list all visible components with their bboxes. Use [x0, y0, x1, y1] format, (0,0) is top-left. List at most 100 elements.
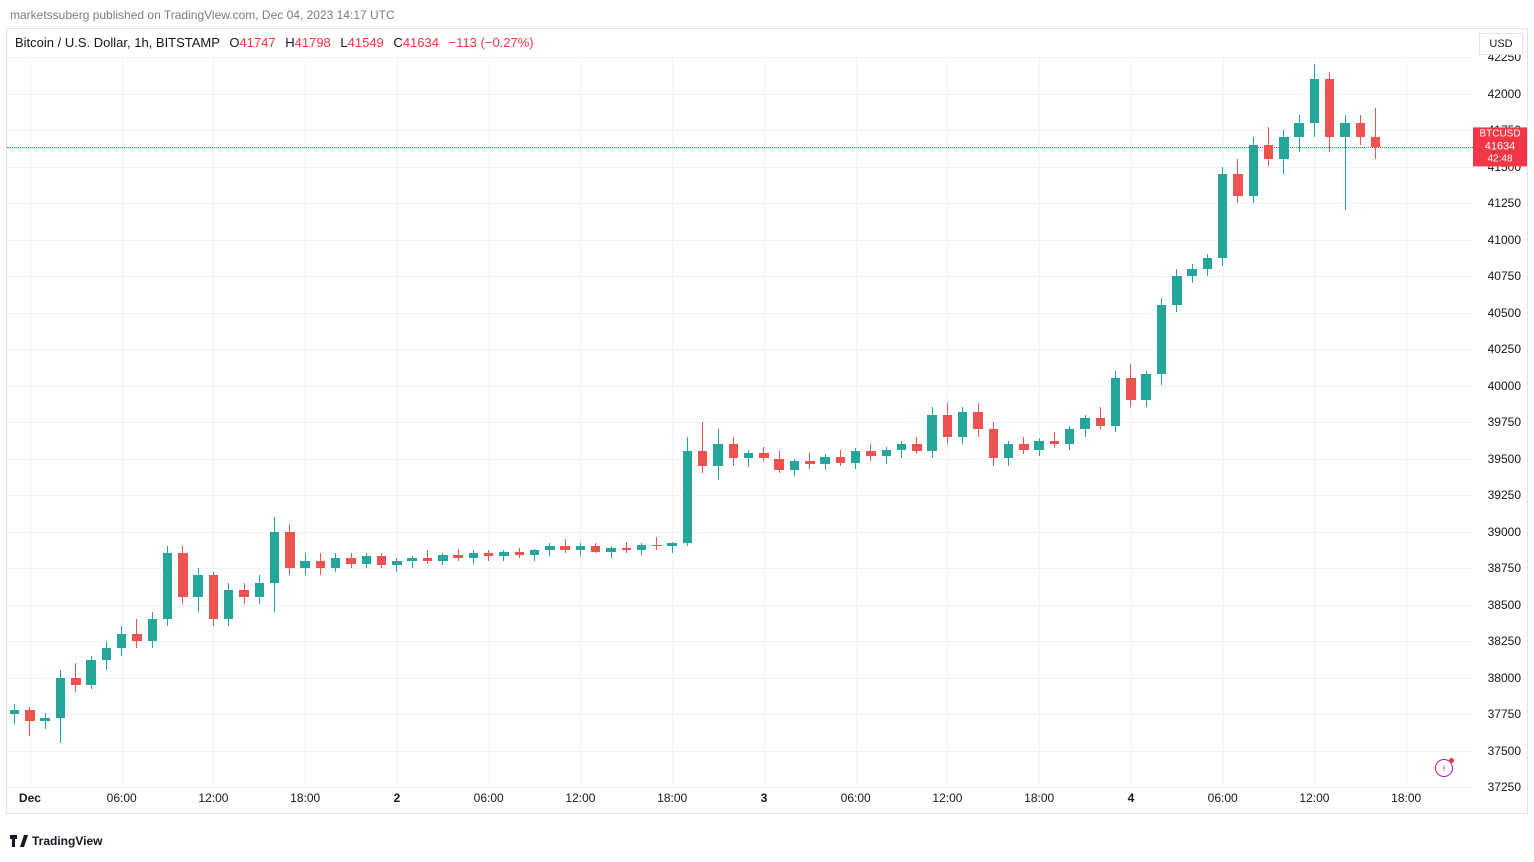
x-tick-label: 12:00 — [198, 791, 228, 805]
grid-line-h — [7, 386, 1473, 387]
grid-line-v — [305, 57, 306, 785]
price-tag[interactable]: BTCUSD4163442:48 — [1473, 127, 1527, 166]
candle-body — [346, 558, 355, 564]
grid-line-h — [7, 568, 1473, 569]
candle-body — [744, 453, 753, 459]
candle-body — [637, 545, 646, 551]
candle-wick — [1375, 108, 1376, 159]
grid-line-v — [672, 57, 673, 785]
y-tick-label: 40500 — [1488, 306, 1521, 320]
y-tick-label: 41250 — [1488, 196, 1521, 210]
x-tick-label: 06:00 — [841, 791, 871, 805]
candle-body — [927, 415, 936, 452]
currency-button[interactable]: USD — [1479, 33, 1523, 55]
y-axis[interactable]: 3725037500377503800038250385003875039000… — [1473, 57, 1527, 785]
candle-body — [56, 678, 65, 719]
candle-body — [1065, 429, 1074, 444]
y-tick-label: 40250 — [1488, 342, 1521, 356]
candle-body — [239, 590, 248, 597]
x-tick-label: 12:00 — [565, 791, 595, 805]
x-tick-label: 4 — [1128, 791, 1135, 805]
candle-body — [453, 555, 462, 558]
candle-body — [1034, 441, 1043, 450]
candle-body — [148, 619, 157, 641]
candle-body — [285, 532, 294, 569]
candle-body — [698, 451, 707, 466]
grid-line-h — [7, 532, 1473, 533]
candle-body — [1157, 305, 1166, 374]
snapshot-icon[interactable] — [1435, 759, 1453, 777]
grid-line-h — [7, 751, 1473, 752]
chart-plot-area[interactable] — [7, 57, 1473, 785]
publish-info: marketssuberg published on TradingView.c… — [10, 8, 395, 22]
candle-body — [499, 552, 508, 556]
grid-line-h — [7, 349, 1473, 350]
candle-body — [851, 451, 860, 463]
candle-body — [667, 543, 676, 546]
grid-line-v — [1131, 57, 1132, 785]
grid-line-v — [30, 57, 31, 785]
grid-line-h — [7, 130, 1473, 131]
grid-line-h — [7, 459, 1473, 460]
grid-line-v — [397, 57, 398, 785]
candle-body — [331, 558, 340, 568]
candle-body — [1371, 137, 1380, 147]
grid-line-h — [7, 94, 1473, 95]
y-tick-label: 37250 — [1488, 780, 1521, 794]
candle-body — [316, 561, 325, 568]
candle-body — [1356, 123, 1365, 138]
candle-body — [1004, 444, 1013, 459]
grid-line-v — [213, 57, 214, 785]
candle-body — [545, 546, 554, 550]
candle-body — [1050, 441, 1059, 444]
x-axis[interactable]: Dec06:0012:0018:00206:0012:0018:00306:00… — [7, 785, 1473, 813]
candle-body — [132, 634, 141, 641]
candle-body — [1325, 79, 1334, 137]
candle-body — [790, 461, 799, 470]
candle-wick — [14, 704, 15, 724]
y-tick-label: 39750 — [1488, 415, 1521, 429]
y-tick-label: 38000 — [1488, 671, 1521, 685]
tradingview-logo[interactable]: TradingView — [10, 834, 102, 848]
y-tick-label: 38250 — [1488, 634, 1521, 648]
candle-body — [530, 550, 539, 554]
candle-body — [40, 718, 49, 721]
grid-line-v — [489, 57, 490, 785]
candle-body — [193, 575, 202, 597]
y-tick-label: 37750 — [1488, 707, 1521, 721]
x-tick-label: Dec — [19, 791, 41, 805]
candle-body — [515, 552, 524, 555]
grid-line-v — [1406, 57, 1407, 785]
chart-legend: Bitcoin / U.S. Dollar, 1h, BITSTAMP O417… — [15, 35, 534, 50]
grid-line-h — [7, 313, 1473, 314]
candle-body — [774, 459, 783, 471]
grid-line-h — [7, 641, 1473, 642]
candle-body — [1279, 137, 1288, 159]
y-tick-label: 38500 — [1488, 598, 1521, 612]
x-tick-label: 18:00 — [1024, 791, 1054, 805]
grid-line-v — [764, 57, 765, 785]
candle-body — [300, 561, 309, 568]
candle-body — [209, 575, 218, 619]
x-tick-label: 06:00 — [1208, 791, 1238, 805]
candle-body — [958, 412, 967, 437]
y-tick-label: 39250 — [1488, 488, 1521, 502]
grid-line-h — [7, 203, 1473, 204]
x-tick-label: 18:00 — [290, 791, 320, 805]
grid-line-v — [856, 57, 857, 785]
grid-line-h — [7, 422, 1473, 423]
x-tick-label: 06:00 — [474, 791, 504, 805]
candle-body — [86, 660, 95, 685]
candle-body — [1294, 123, 1303, 138]
candle-body — [622, 548, 631, 551]
candle-body — [560, 546, 569, 550]
candle-body — [362, 556, 371, 563]
candle-body — [423, 558, 432, 561]
candle-body — [469, 553, 478, 557]
candle-body — [1340, 123, 1349, 138]
candle-body — [729, 444, 738, 459]
candle-body — [683, 451, 692, 543]
candle-body — [178, 553, 187, 597]
candle-body — [836, 457, 845, 463]
candle-body — [255, 583, 264, 598]
